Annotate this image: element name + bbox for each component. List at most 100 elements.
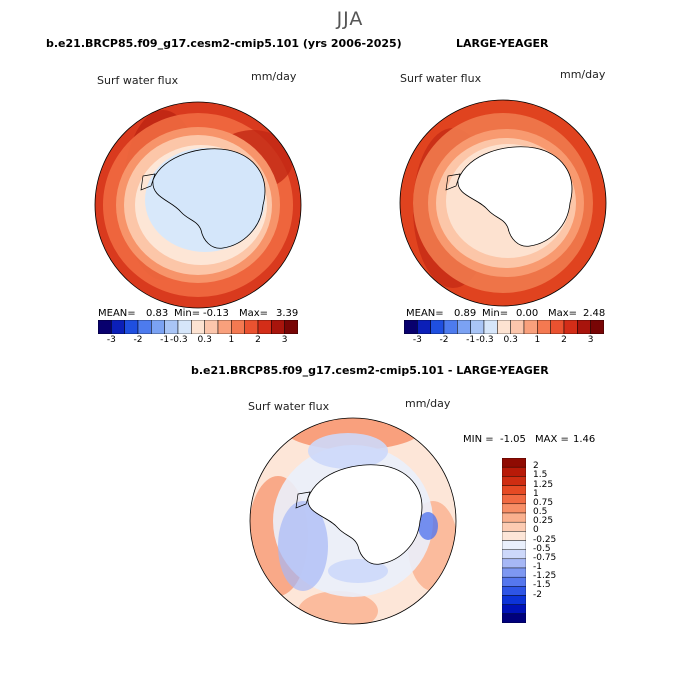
right-colorbar-swatch [470, 320, 485, 334]
left-colorbar-swatch [151, 320, 165, 334]
left-mean-value: 0.83 [146, 308, 169, 319]
right-polar-map [399, 99, 607, 307]
right-colorbar-swatch [550, 320, 565, 334]
diff-colorbar-labels: 2 1.5 1.25 1 0.75 0.5 0.25 0 -0.25 -0.5 -0.75 -1 -1.… [533, 458, 593, 623]
diff-max-value: 1.46 [573, 434, 596, 445]
right-colorbar-swatch [510, 320, 525, 334]
right-colorbar-tick-label: -0.3 [476, 335, 494, 345]
left-colorbar-tick-label: 3 [281, 335, 288, 345]
left-panel-title: b.e21.BRCP85.f09_g17.cesm2-cmip5.101 (yr… [46, 37, 402, 50]
left-colorbar [98, 320, 298, 334]
left-colorbar-tick-label: -0.3 [170, 335, 188, 345]
right-colorbar-swatch [563, 320, 578, 334]
diff-colorbar-swatch [502, 503, 526, 514]
left-colorbar-swatch [177, 320, 192, 334]
right-min-label: Min= [482, 308, 509, 319]
diff-colorbar-tick-label: 1.25 [533, 479, 554, 490]
diff-colorbar-tick-label: 0.25 [533, 516, 554, 527]
diff-colorbar-tick-label: 1 [533, 488, 539, 499]
diff-colorbar [502, 458, 526, 623]
left-colorbar-swatch [124, 320, 139, 334]
diff-colorbar-tick-label: -0.25 [533, 534, 557, 545]
left-colorbar-tick-label: -1 [160, 335, 170, 345]
diff-polar-map [249, 417, 457, 625]
right-mean-value: 0.89 [454, 308, 477, 319]
diff-colorbar-swatch [502, 604, 526, 615]
left-colorbar-tick-label: -3 [106, 335, 116, 345]
diff-colorbar-tick-label: -1.25 [533, 571, 557, 582]
diff-colorbar-swatch [502, 576, 526, 587]
right-max-value: 2.48 [583, 308, 606, 319]
left-mean-label: MEAN= [98, 308, 136, 319]
diff-colorbar-tick-label: 0.75 [533, 497, 554, 508]
left-colorbar-labels: -3 -2 -1 -0.3 0.3 1 2 3 [98, 335, 298, 347]
diff-colorbar-swatch [502, 494, 526, 505]
diff-units-label: mm/day [405, 397, 451, 410]
diff-colorbar-swatch [502, 466, 526, 477]
left-colorbar-swatch [137, 320, 152, 334]
right-colorbar-swatch [457, 320, 471, 334]
diff-colorbar-swatch [502, 558, 526, 569]
diff-colorbar-swatch [502, 595, 526, 605]
left-colorbar-swatch [191, 320, 205, 334]
right-colorbar-swatch [523, 320, 538, 334]
left-colorbar-swatch [111, 320, 125, 334]
diff-colorbar-tick-label: -0.75 [533, 552, 557, 563]
diff-min-label: MIN = [463, 434, 494, 445]
left-colorbar-swatch [271, 320, 285, 334]
diff-colorbar-tick-label: 2 [533, 461, 539, 472]
diff-colorbar-tick-label: -0.5 [533, 543, 551, 554]
figure-title: JJA [336, 8, 364, 30]
left-colorbar-tick-label: 2 [255, 335, 261, 345]
left-max-label: Max= [239, 308, 269, 319]
right-colorbar-swatch [404, 320, 418, 334]
diff-colorbar-swatch [502, 613, 526, 623]
left-min-label: Min= [174, 308, 201, 319]
left-colorbar-swatch [98, 320, 112, 334]
left-colorbar-tick-label: -2 [133, 335, 143, 345]
right-colorbar-swatch [443, 320, 458, 334]
diff-colorbar-swatch [502, 476, 526, 486]
diff-colorbar-swatch [502, 586, 526, 596]
left-min-value: -0.13 [203, 308, 229, 319]
diff-colorbar-swatch [502, 540, 526, 550]
right-max-label: Max= [548, 308, 578, 319]
left-colorbar-swatch [231, 320, 245, 334]
left-variable-label: Surf water flux [97, 74, 179, 87]
right-min-value: 0.00 [516, 308, 539, 319]
diff-max-label: MAX = [535, 434, 569, 445]
right-variable-label: Surf water flux [400, 72, 482, 85]
left-colorbar-swatch [257, 320, 272, 334]
right-colorbar-swatch [537, 320, 551, 334]
diff-colorbar-tick-label: 1.5 [533, 470, 548, 481]
left-colorbar-swatch [204, 320, 219, 334]
diff-colorbar-swatch [502, 521, 526, 532]
diff-colorbar-tick-label: -1 [533, 562, 542, 572]
diff-panel-title: b.e21.BRCP85.f09_g17.cesm2-cmip5.101 - L… [191, 364, 549, 377]
left-units-label: mm/day [251, 70, 297, 83]
right-colorbar-tick-label: 3 [587, 335, 594, 345]
diff-colorbar-swatch [502, 549, 526, 560]
right-mean-label: MEAN= [406, 308, 444, 319]
right-units-label: mm/day [560, 68, 606, 81]
right-colorbar [404, 320, 604, 334]
diff-colorbar-tick-label: -1.5 [533, 580, 551, 591]
left-colorbar-tick-label: 1 [228, 335, 235, 345]
right-colorbar-tick-label: 2 [561, 335, 567, 345]
right-colorbar-swatch [590, 320, 604, 334]
right-colorbar-swatch [577, 320, 591, 334]
diff-variable-label: Surf water flux [248, 400, 330, 413]
diff-colorbar-swatch [502, 531, 526, 541]
diff-colorbar-swatch [502, 567, 526, 578]
left-colorbar-swatch [164, 320, 179, 334]
left-colorbar-tick-label: 0.3 [197, 335, 212, 345]
left-colorbar-swatch [284, 320, 298, 334]
right-panel-title: LARGE-YEAGER [456, 37, 549, 50]
right-colorbar-swatch [430, 320, 445, 334]
left-colorbar-swatch [217, 320, 232, 334]
diff-colorbar-swatch [502, 485, 526, 495]
right-colorbar-swatch [483, 320, 498, 334]
diff-colorbar-tick-label: -2 [533, 589, 542, 600]
diff-colorbar-swatch [502, 512, 526, 523]
right-colorbar-tick-label: -1 [466, 335, 476, 345]
